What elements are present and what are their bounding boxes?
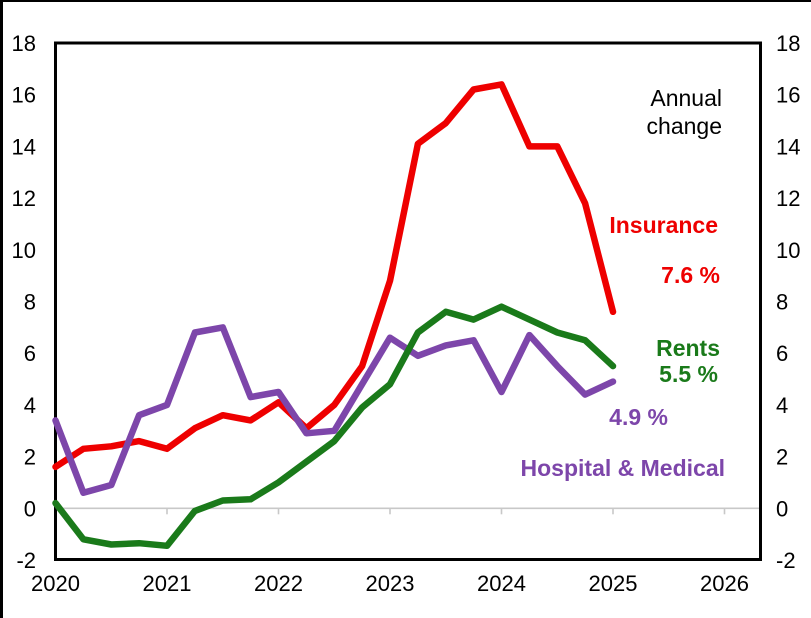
x-axis-tick-label: 2024	[477, 571, 526, 596]
y-axis-tick-label-right: 16	[776, 83, 800, 108]
y-axis-tick-label-left: 10	[12, 238, 36, 263]
y-axis-tick-label-left: 12	[12, 186, 36, 211]
x-axis-tick-label: 2020	[31, 571, 80, 596]
rents-value-label: 5.5 %	[659, 361, 718, 387]
y-axis-tick-label-left: 16	[12, 83, 36, 108]
plot-border	[54, 41, 762, 561]
y-axis-tick-label-left: 18	[12, 31, 36, 56]
x-axis-tick-label: 2023	[366, 571, 415, 596]
series-line-rents	[52, 303, 617, 550]
x-axis-tick-label: 2021	[143, 571, 192, 596]
y-axis-tick-label-right: 2	[776, 445, 788, 470]
annual-change-line2: change	[646, 113, 722, 139]
y-axis-tick-label-right: 10	[776, 238, 800, 263]
y-axis-tick-label-left: 14	[12, 134, 36, 159]
y-axis-tick-label-right: 8	[776, 290, 788, 315]
hospital-value-label: 4.9 %	[609, 404, 668, 430]
y-axis-tick-label-right: 0	[776, 496, 788, 521]
frame-left-edge	[0, 0, 3, 618]
series-line-insurance	[52, 81, 617, 471]
y-axis-tick-label-left: 2	[24, 445, 36, 470]
x-axis-tick-label: 2022	[254, 571, 303, 596]
annual-change-label: Annual change	[647, 84, 722, 140]
x-axis-tick-label: 2025	[589, 571, 638, 596]
y-axis-tick-label-right: -2	[776, 548, 796, 573]
y-axis-tick-label-right: 6	[776, 341, 788, 366]
hospital-series-label: Hospital & Medical	[520, 455, 725, 481]
y-axis-tick-label-left: 0	[24, 496, 36, 521]
y-axis-tick-label-left: 4	[24, 393, 36, 418]
insurance-series-label: Insurance	[609, 212, 718, 238]
y-axis-tick-label-right: 4	[776, 393, 788, 418]
y-axis-tick-label-left: 6	[24, 341, 36, 366]
y-axis-tick-label-right: 12	[776, 186, 800, 211]
y-axis-tick-label-right: 14	[776, 134, 800, 159]
annual-change-line1: Annual	[650, 85, 722, 111]
y-axis-tick-label-left: 8	[24, 290, 36, 315]
rents-series-label: Rents	[656, 335, 720, 361]
y-axis-tick-label-right: 18	[776, 31, 800, 56]
frame-top-edge	[0, 0, 811, 2]
insurance-value-label: 7.6 %	[661, 262, 720, 288]
series-line-hospital-medical	[52, 324, 617, 497]
y-axis-tick-label-left: -2	[16, 548, 36, 573]
x-axis-tick-label: 2026	[700, 571, 749, 596]
